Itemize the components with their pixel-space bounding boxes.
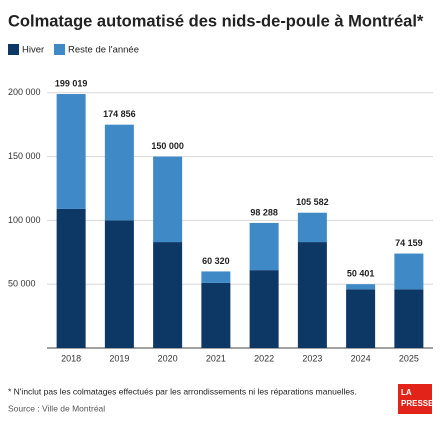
bar-segment [201,271,231,283]
logo-text: PRESSE [401,399,434,408]
y-tick-label: 150 000 [8,151,41,161]
bar-segment [394,289,424,348]
x-tick-label: 2018 [61,353,81,363]
footnote: * N'inclut pas les colmatages effectués … [8,386,357,396]
bar-segment [104,220,134,348]
bar-segment [346,284,376,290]
bar-segment [104,124,134,221]
bar-segment [297,242,327,348]
bar-segment [56,208,86,348]
total-label: 50 401 [347,269,375,279]
legend-label: Reste de l'année [68,45,139,56]
chart-title: Colmatage automatisé des nids-de-poule à… [8,12,424,30]
legend-swatch [8,44,19,55]
x-tick-label: 2023 [302,353,322,363]
bar-segment [394,253,424,290]
total-label: 150 000 [151,141,184,151]
total-label: 174 856 [103,109,136,119]
x-tick-label: 2022 [254,353,274,363]
x-tick-label: 2025 [399,353,419,363]
total-label: 60 320 [202,256,230,266]
legend-label: Hiver [22,45,44,56]
logo-box [398,384,432,414]
total-label: 98 288 [250,207,278,217]
bar-segment [249,222,279,271]
total-label: 105 582 [296,197,329,207]
bar-segment [153,156,183,243]
bar-segment [56,94,86,209]
x-tick-label: 2020 [158,353,178,363]
bar-segment [153,242,183,348]
bar-segment [201,282,231,348]
x-tick-label: 2019 [109,353,129,363]
y-tick-label: 50 000 [8,279,36,289]
y-tick-label: 100 000 [8,215,41,225]
x-tick-label: 2021 [206,353,226,363]
bar-segment [297,212,327,243]
bar-segment [346,289,376,348]
y-tick-label: 200 000 [8,87,41,97]
total-label: 74 159 [395,238,423,248]
legend-swatch [54,44,65,55]
logo-text: LA [401,388,412,397]
bar-segment [249,270,279,348]
x-tick-label: 2024 [351,353,371,363]
source: Source : Ville de Montréal [8,403,105,413]
total-label: 199 019 [55,78,88,88]
